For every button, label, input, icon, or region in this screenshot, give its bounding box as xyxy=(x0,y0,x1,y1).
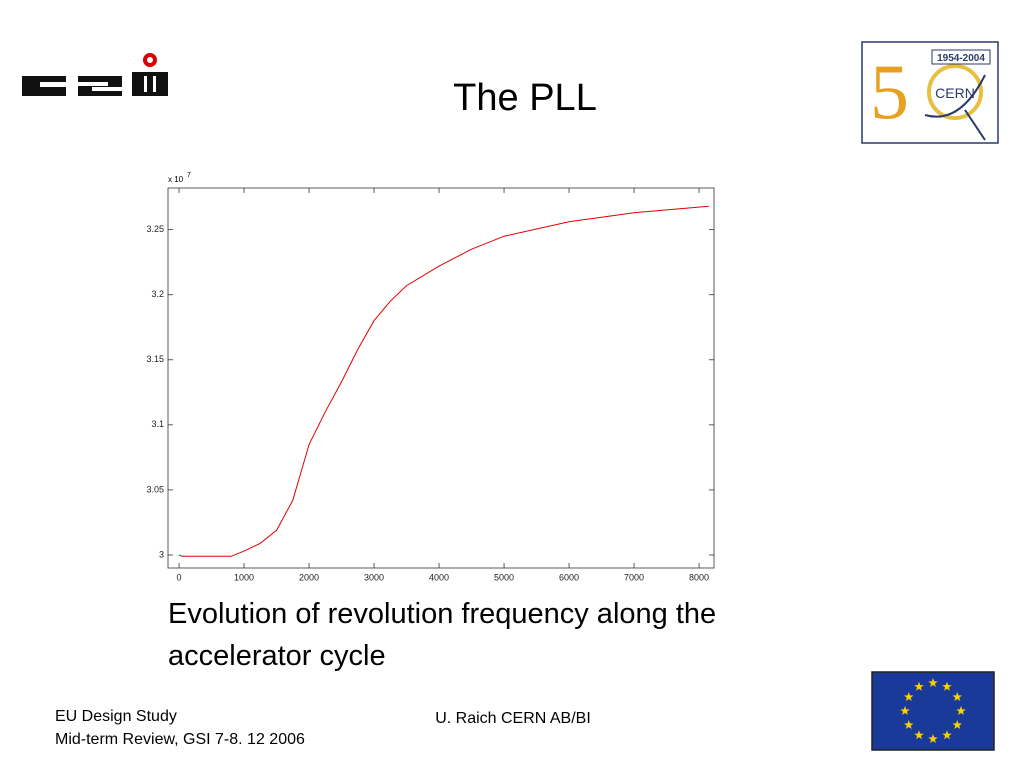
x-tick-label: 4000 xyxy=(429,572,449,582)
y-tick-label: 3.1 xyxy=(151,419,164,429)
star xyxy=(942,730,952,740)
x-tick-label: 3000 xyxy=(364,572,384,582)
star xyxy=(928,734,938,743)
y-tick-label: 3.2 xyxy=(151,289,164,299)
star xyxy=(942,681,952,691)
star xyxy=(900,706,910,715)
y-tick-label: 3.15 xyxy=(146,354,164,364)
star xyxy=(904,720,914,729)
chart: 0 1000 2000 3000 4000 5000 6000 7000 8000 3 3.05 3.… xyxy=(146,172,715,582)
y-exponent: 7 xyxy=(187,172,191,179)
star xyxy=(956,706,966,715)
cern-name: CERN xyxy=(935,85,975,101)
y-multiplier: x 10 xyxy=(168,175,184,184)
x-tick-label: 6000 xyxy=(559,572,579,582)
star xyxy=(928,678,938,687)
gsi-logo xyxy=(22,53,168,96)
slide-title: The PLL xyxy=(453,77,597,119)
cern-years: 1954-2004 xyxy=(937,53,985,64)
y-tick-label: 3 xyxy=(159,549,164,559)
footer-left: Mid-term Review, GSI 7-8. 12 2006 xyxy=(55,731,305,748)
x-tick-label: 1000 xyxy=(234,572,254,582)
star xyxy=(914,681,924,691)
y-tick-label: 3.25 xyxy=(146,224,164,234)
footer-center: U. Raich CERN AB/BI xyxy=(435,710,591,727)
star xyxy=(914,730,924,740)
x-tick-label: 2000 xyxy=(299,572,319,582)
eu-flag xyxy=(871,671,995,751)
x-tick-label: 0 xyxy=(177,572,182,582)
plot-area xyxy=(167,187,715,569)
footer-left: EU Design Study xyxy=(55,708,177,725)
star xyxy=(952,720,962,729)
caption-line: Evolution of revolution frequency along … xyxy=(168,598,716,630)
x-tick-label: 8000 xyxy=(689,572,709,582)
data-line xyxy=(178,205,709,557)
x-tick-label: 7000 xyxy=(624,572,644,582)
svg-text:5: 5 xyxy=(870,48,909,135)
x-tick-label: 5000 xyxy=(494,572,514,582)
star xyxy=(952,692,962,701)
y-tick-label: 3.05 xyxy=(146,484,164,494)
cern-logo: 5 1954-2004 CERN xyxy=(861,41,999,144)
star xyxy=(904,692,914,701)
caption-line: accelerator cycle xyxy=(168,640,386,672)
